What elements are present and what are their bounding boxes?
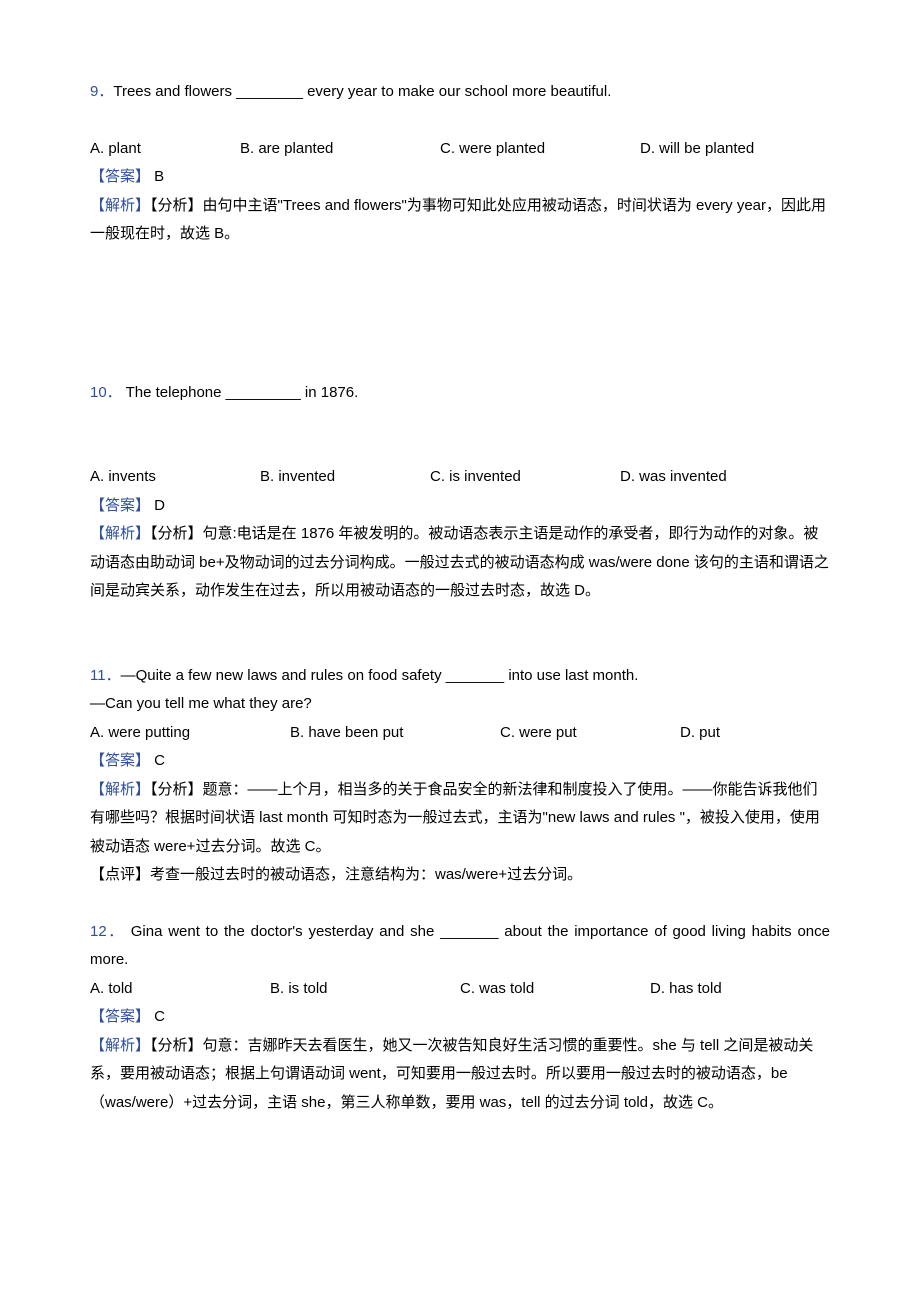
question-11: 11．—Quite a few new laws and rules on fo… (90, 662, 830, 890)
q9-number: 9． (90, 83, 113, 100)
q10-analysis-label: 【解析】 (90, 525, 150, 542)
q9-analysis-line: 【解析】【分析】由句中主语"Trees and flowers"为事物可知此处应… (90, 192, 830, 249)
q10-option-b: B. invented (260, 463, 430, 492)
q11-stem-line2: —Can you tell me what they are? (90, 690, 830, 719)
q11-option-b: B. have been put (290, 719, 500, 748)
q10-answer-line: 【答案】 D (90, 492, 830, 521)
q10-analysis: 【分析】句意:电话是在 1876 年被发明的。被动语态表示主语是动作的承受者，即… (90, 525, 829, 599)
q11-answer-line: 【答案】 C (90, 747, 830, 776)
q9-option-b: B. are planted (240, 135, 440, 164)
q11-comment-line: 【点评】考查一般过去时的被动语态，注意结构为：was/were+过去分词。 (90, 861, 830, 890)
q11-answer: C (150, 752, 165, 769)
q11-analysis: 【分析】题意：——上个月，相当多的关于食品安全的新法律和制度投入了使用。——你能… (90, 781, 820, 855)
q10-answer: D (150, 497, 165, 514)
q9-stem-line: 9．Trees and flowers ________ every year … (90, 78, 830, 107)
q11-analysis-label: 【解析】 (90, 781, 150, 798)
q12-answer-label: 【答案】 (90, 1008, 150, 1025)
q9-answer: B (150, 168, 164, 185)
gap (90, 107, 830, 135)
question-9: 9．Trees and flowers ________ every year … (90, 78, 830, 249)
q9-option-d: D. will be planted (640, 135, 820, 164)
q11-option-c: C. were put (500, 719, 680, 748)
q11-stem-line: 11．—Quite a few new laws and rules on fo… (90, 662, 830, 691)
q9-option-c: C. were planted (440, 135, 640, 164)
q12-option-b: B. is told (270, 975, 460, 1004)
q9-analysis: 【分析】由句中主语"Trees and flowers"为事物可知此处应用被动语… (90, 197, 826, 243)
question-10: 10． The telephone _________ in 1876. A. … (90, 379, 830, 606)
q10-answer-label: 【答案】 (90, 497, 150, 514)
q9-stem: Trees and flowers ________ every year to… (113, 83, 611, 100)
q12-stem: Gina went to the doctor's yesterday and … (90, 923, 830, 969)
q12-options: A. told B. is told C. was told D. has to… (90, 975, 830, 1004)
q10-options: A. invents B. invented C. is invented D.… (90, 463, 830, 492)
q11-option-a: A. were putting (90, 719, 290, 748)
q12-answer: C (150, 1008, 165, 1025)
q11-answer-label: 【答案】 (90, 752, 150, 769)
q10-analysis-line: 【解析】【分析】句意:电话是在 1876 年被发明的。被动语态表示主语是动作的承… (90, 520, 830, 606)
q10-number: 10． (90, 384, 122, 401)
gap-q10-q11 (90, 606, 830, 662)
q9-answer-label: 【答案】 (90, 168, 150, 185)
q12-analysis-line: 【解析】【分析】句意：吉娜昨天去看医生，她又一次被告知良好生活习惯的重要性。sh… (90, 1032, 830, 1118)
q12-option-c: C. was told (460, 975, 650, 1004)
q9-answer-line: 【答案】 B (90, 163, 830, 192)
gap-q9-q10 (90, 249, 830, 379)
q11-options: A. were putting B. have been put C. were… (90, 719, 830, 748)
q10-option-a: A. invents (90, 463, 260, 492)
q11-analysis-line: 【解析】【分析】题意：——上个月，相当多的关于食品安全的新法律和制度投入了使用。… (90, 776, 830, 862)
q11-number: 11． (90, 667, 121, 684)
q12-answer-line: 【答案】 C (90, 1003, 830, 1032)
q12-option-a: A. told (90, 975, 270, 1004)
q10-option-d: D. was invented (620, 463, 800, 492)
q10-stem-line: 10． The telephone _________ in 1876. (90, 379, 830, 408)
q10-stem: The telephone _________ in 1876. (122, 384, 359, 401)
gap-q11-q12 (90, 890, 830, 918)
q12-option-d: D. has told (650, 975, 800, 1004)
q9-option-a: A. plant (90, 135, 240, 164)
q11-stem: —Quite a few new laws and rules on food … (121, 667, 639, 684)
q9-options: A. plant B. are planted C. were planted … (90, 135, 830, 164)
question-12: 12． Gina went to the doctor's yesterday … (90, 918, 830, 1118)
q10-option-c: C. is invented (430, 463, 620, 492)
q12-analysis-label: 【解析】 (90, 1037, 150, 1054)
q9-analysis-label: 【解析】 (90, 197, 150, 214)
q12-analysis: 【分析】句意：吉娜昨天去看医生，她又一次被告知良好生活习惯的重要性。she 与 … (90, 1037, 813, 1111)
q12-number: 12． (90, 923, 125, 940)
q12-stem-line: 12． Gina went to the doctor's yesterday … (90, 918, 830, 975)
page-content: 9．Trees and flowers ________ every year … (0, 0, 920, 1177)
gap (90, 407, 830, 463)
q11-option-d: D. put (680, 719, 800, 748)
